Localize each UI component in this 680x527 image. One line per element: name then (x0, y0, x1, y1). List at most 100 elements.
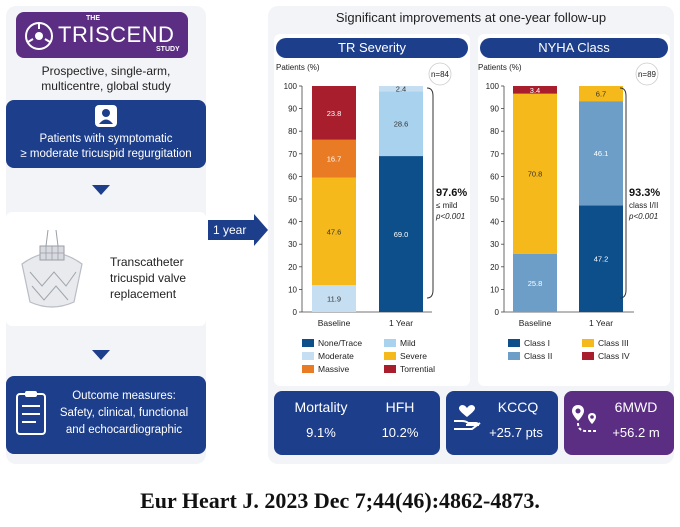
study-desc-line1: Prospective, single-arm, (41, 64, 171, 78)
nyha-bar-baseline-class-iii (513, 93, 557, 254)
tr-bar-label-baseline-massive: 16.7 (327, 155, 342, 164)
tr-ytick-label-50: 50 (288, 195, 297, 204)
nyha-legend-label-class-iv: Class IV (598, 351, 630, 361)
outcome-line1: Safety, clinical, functional (59, 407, 189, 419)
nyha-legend-swatch-class-ii (508, 352, 520, 360)
tr-ytick-label-20: 20 (288, 263, 297, 272)
nyha-n-badge (635, 62, 659, 86)
nyha-annotation-line2: class I/II (629, 201, 658, 210)
procedure-line3: replacement (110, 287, 177, 301)
arrow-head (254, 214, 268, 246)
kccq-box: KCCQ +25.7 pts (446, 391, 558, 455)
person-icon (95, 105, 117, 127)
one-year-label: 1 year (213, 223, 247, 237)
tr-bar-baseline-massive (312, 139, 356, 178)
tr-bar-label-baseline-moderate: 11.9 (327, 295, 341, 304)
nyha-ytick-label-100: 100 (486, 82, 500, 91)
tr-legend-swatch-none-trace (302, 339, 314, 347)
patients-box: Patients with symptomatic ≥ moderate tri… (6, 100, 206, 168)
nyha-ytick-label-20: 20 (490, 263, 499, 272)
tr-ytick-label-100: 100 (284, 82, 298, 91)
tr-annotation-value: 97.6% (436, 187, 467, 199)
tr-legend-label-moderate: Moderate (318, 351, 354, 361)
charts-svg: Patients (%)n=84010203040506070809010011… (276, 62, 660, 374)
nyha-bar-label-baseline-class-ii: 25.8 (528, 279, 543, 288)
6mwd-box: 6MWD +56.2 m (564, 391, 674, 455)
tr-chart-card (274, 34, 470, 386)
tr-chart-title: TR Severity (276, 38, 468, 58)
clipboard-icon (16, 391, 46, 435)
tr-annotation-line3: p<0.001 (435, 212, 465, 221)
nyha-bar-label-1-year-class-iii: 6.7 (596, 90, 606, 99)
results-title: Significant improvements at one-year fol… (335, 10, 607, 25)
tr-ytick-label-10: 10 (288, 285, 297, 294)
tr-n-label: n=84 (431, 70, 450, 79)
tr-legend-label-massive: Massive (318, 364, 349, 374)
nyha-annotation-bracket (619, 87, 627, 299)
procedure-text: Transcatheter tricuspid valve replacemen… (110, 254, 202, 302)
logo-study: STUDY (156, 46, 180, 53)
outcome-title: Outcome measures: (72, 390, 176, 402)
nyha-ytick-label-50: 50 (490, 195, 499, 204)
tr-annotation-bracket (426, 87, 434, 299)
one-year-arrow: 1 year (208, 220, 254, 240)
6mwd-value: +56.2 m (612, 425, 660, 440)
tr-annotation-line2: ≤ mild (436, 201, 457, 210)
tr-ytick-label-90: 90 (288, 105, 297, 114)
nyha-ytick-label-10: 10 (490, 285, 499, 294)
nyha-legend-swatch-class-i (508, 339, 520, 347)
nyha-legend-swatch-class-iii (582, 339, 594, 347)
tr-legend-swatch-torrential (384, 365, 396, 373)
nyha-ytick-label-90: 90 (490, 105, 499, 114)
tr-ytick-label-70: 70 (288, 150, 297, 159)
logo-main: TRISCEND (58, 22, 175, 47)
nyha-xtick-1-year: 1 Year (589, 318, 613, 328)
nyha-bar-label-baseline-class-iii: 70.8 (528, 170, 543, 179)
tr-bar-label-baseline-torrential: 23.8 (327, 109, 342, 118)
tr-legend-label-mild: Mild (400, 338, 416, 348)
logo-icon (25, 22, 53, 50)
nyha-bar-label-baseline-class-iv: 3.4 (530, 86, 540, 95)
kccq-label: KCCQ (497, 399, 539, 415)
tr-legend-swatch-severe (384, 352, 396, 360)
tr-bar-baseline-moderate (312, 285, 356, 312)
study-description: Prospective, single-arm, multicentre, gl… (8, 64, 204, 94)
tr-ytick-label-80: 80 (288, 127, 297, 136)
tr-bar-label-1-year-none-trace: 69.0 (394, 230, 409, 239)
tr-xtick-1-year: 1 Year (389, 318, 413, 328)
nyha-bar-label-1-year-class-ii: 46.1 (594, 149, 609, 158)
hfh-label: HFH (385, 399, 415, 415)
tr-legend-label-torrential: Torrential (400, 364, 435, 374)
nyha-xtick-baseline: Baseline (519, 318, 552, 328)
tr-legend-label-severe: Severe (400, 351, 427, 361)
tr-bar-1-year-mild (379, 91, 423, 157)
nyha-chart-card (478, 34, 670, 386)
nyha-annotation-line3: p<0.001 (628, 212, 658, 221)
nyha-legend-swatch-class-iv (582, 352, 594, 360)
procedure-line2: tricuspid valve (110, 271, 187, 285)
nyha-ytick-label-60: 60 (490, 172, 499, 181)
tr-legend-swatch-massive (302, 365, 314, 373)
mortality-hfh-box: Mortality 9.1% HFH 10.2% (274, 391, 440, 455)
tr-legend-swatch-moderate (302, 352, 314, 360)
hfh-value: 10.2% (381, 425, 419, 440)
down-arrow-1 (92, 185, 110, 195)
nyha-bar-label-1-year-class-i: 47.2 (594, 255, 609, 264)
outcome-text: Outcome measures: Safety, clinical, func… (44, 388, 204, 439)
nyha-legend-label-class-i: Class I (524, 338, 550, 348)
tr-n-badge (428, 62, 452, 86)
nyha-chart-title: NYHA Class (480, 38, 668, 58)
nyha-ytick-label-40: 40 (490, 218, 499, 227)
tr-bar-1-year-none-trace (379, 156, 423, 312)
nyha-legend-label-class-ii: Class II (524, 351, 552, 361)
patients-line2: ≥ moderate tricuspid regurgitation (20, 148, 192, 160)
procedure-box: Transcatheter tricuspid valve replacemen… (6, 212, 206, 326)
down-arrow-2 (92, 350, 110, 360)
nyha-bar-baseline-class-iv (513, 86, 557, 94)
study-desc-line2: multicentre, global study (41, 79, 171, 93)
tr-ytick-label-0: 0 (293, 308, 298, 317)
tr-legend-label-none-trace: None/Trace (318, 338, 362, 348)
nyha-ytick-label-70: 70 (490, 150, 499, 159)
outcome-line2: and echocardiographic (65, 424, 183, 436)
nyha-ytick-label-30: 30 (490, 240, 499, 249)
